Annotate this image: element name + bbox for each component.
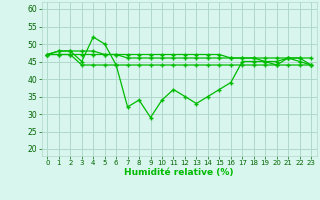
X-axis label: Humidité relative (%): Humidité relative (%) [124,168,234,177]
